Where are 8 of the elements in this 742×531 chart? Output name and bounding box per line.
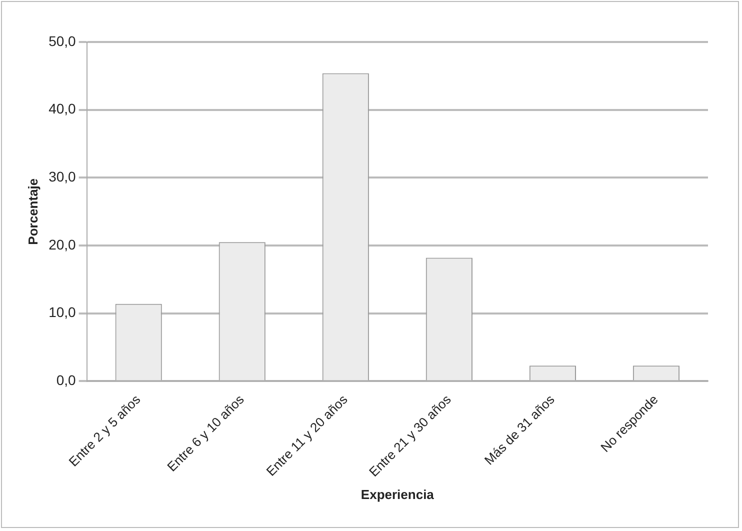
y-tick-label: 0,0 <box>56 372 76 388</box>
y-tick-label: 30,0 <box>48 168 76 185</box>
y-tick-label: 50,0 <box>48 32 76 49</box>
y-axis-title: Porcentaje <box>25 178 40 245</box>
y-tick-label: 40,0 <box>48 100 76 117</box>
x-axis-title: Experiencia <box>360 486 435 502</box>
y-tick-label: 20,0 <box>48 236 76 252</box>
y-tick-label: 10,0 <box>48 304 76 320</box>
